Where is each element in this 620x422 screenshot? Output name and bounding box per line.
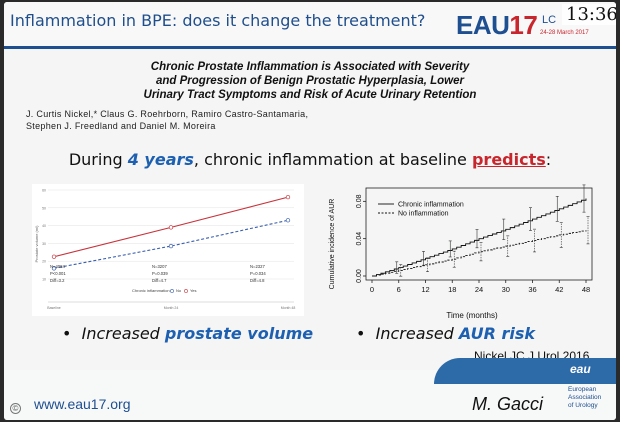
y-axis-label: Prostate volume (ml) xyxy=(34,225,39,263)
statement-prefix: During xyxy=(68,150,128,169)
data-point xyxy=(168,225,174,230)
bullet-highlight: prostate volume xyxy=(164,324,314,343)
series-line-chronic xyxy=(372,198,587,277)
logo-year: 17 xyxy=(509,10,538,40)
y-tick-label: 50 xyxy=(42,206,46,210)
x-tick-label: 0 xyxy=(370,285,374,294)
y-tick-label: 20 xyxy=(42,260,46,264)
assoc-line: of Urology xyxy=(568,402,598,409)
legend: Chronic inflammation No inflammation xyxy=(378,202,464,218)
stat-annotation: N=3207 xyxy=(152,264,167,269)
y-tick-label: 0.08 xyxy=(356,194,363,208)
legend-chronic: Chronic inflammation xyxy=(398,202,464,209)
eau-association-name: European Association of Urology xyxy=(568,386,601,410)
eau-footer-band xyxy=(434,358,616,384)
x-tick-label: Month 48 xyxy=(281,306,296,310)
y-tick-label: 40 xyxy=(42,224,46,228)
legend-marker-no xyxy=(170,289,174,293)
y-tick-label: 10 xyxy=(42,278,46,282)
bullet-aur-risk: • Increased AUR risk xyxy=(356,324,536,343)
authors-line: Stephen J. Freedland and Daniel M. Morei… xyxy=(26,121,216,131)
x-tick-label: 30 xyxy=(502,285,510,294)
x-tick-label: 6 xyxy=(397,285,401,294)
eau17-logo: EAU17 xyxy=(456,10,538,41)
legend-no: No xyxy=(176,288,182,293)
slide: Inflammation in BPE: does it change the … xyxy=(4,2,616,420)
aur-incidence-chart: Cumulative incidence of AUR Time (months… xyxy=(329,184,593,320)
stat-annotation: Diff=3.2 xyxy=(50,278,65,283)
key-statement: During 4 years, chronic inflammation at … xyxy=(4,150,616,169)
paper-title-line: Chronic Prostate Inflammation is Associa… xyxy=(150,61,470,73)
copyright-icon: © xyxy=(10,403,21,414)
statement-verb: predicts xyxy=(471,150,546,169)
chart-background xyxy=(32,184,304,316)
data-point xyxy=(51,266,57,271)
slide-header: Inflammation in BPE: does it change the … xyxy=(4,2,616,46)
x-tick-label: 24 xyxy=(475,285,483,294)
header-rule xyxy=(4,46,616,49)
y-tick-label: 30 xyxy=(42,242,46,246)
stat-annotation: P=0.039 xyxy=(152,271,168,276)
statement-years: 4 years xyxy=(127,150,194,169)
assoc-line: European xyxy=(568,386,597,393)
slide-title: Inflammation in BPE: does it change the … xyxy=(10,11,426,30)
data-point xyxy=(51,254,57,259)
y-tick-label: 0.00 xyxy=(356,269,363,283)
legend: Chronic inflammation No Yes xyxy=(132,288,197,293)
bullet-prostate-volume: • Increased prostate volume xyxy=(62,324,314,343)
authors-line: J. Curtis Nickel,* Claus G. Roehrborn, R… xyxy=(26,109,309,119)
prostate-volume-chart: Prostate volume (ml) 60 50 40 30 20 10 N=4084… xyxy=(32,184,304,316)
y-tick-label: 60 xyxy=(42,189,46,193)
logo-sub: LC xyxy=(542,14,557,26)
x-tick-label: 42 xyxy=(555,285,563,294)
stat-annotation: P=0.034 xyxy=(250,271,266,276)
paper-authors: J. Curtis Nickel,* Claus G. Roehrborn, R… xyxy=(26,108,600,132)
statement-suffix: : xyxy=(545,150,552,169)
legend-yes: Yes xyxy=(190,288,197,293)
footer-url[interactable]: www.eau17.org xyxy=(34,396,131,412)
x-axis-label: Time (months) xyxy=(446,311,498,320)
eau-mark: eau xyxy=(570,362,591,376)
logo-text: EAU xyxy=(456,10,510,40)
x-tick-label: 48 xyxy=(582,285,590,294)
data-point xyxy=(285,194,291,200)
bullet-prefix: Increased xyxy=(375,324,459,343)
x-tick-label: Baseline xyxy=(47,306,60,310)
legend-no: No inflammation xyxy=(398,211,449,218)
statement-middle: , chronic inflammation at baseline xyxy=(193,150,472,169)
stat-annotation: Diff=4.8 xyxy=(250,278,265,283)
assoc-line: Association xyxy=(568,394,602,401)
paper-title-line: Urinary Tract Symptoms and Risk of Acute… xyxy=(143,89,477,101)
stat-annotation: Diff=4.7 xyxy=(152,278,167,283)
bullet-prefix: Increased xyxy=(81,324,165,343)
series-line-no-inflammation xyxy=(372,230,587,277)
data-point xyxy=(285,218,291,223)
x-tick-label: 12 xyxy=(421,285,429,294)
speaker-name: M. Gacci xyxy=(472,394,544,414)
y-axis-label: Cumulative incidence of AUR xyxy=(329,199,336,290)
x-tick-label: Month 24 xyxy=(164,306,179,310)
legend-marker-yes xyxy=(184,289,188,293)
stat-annotation: N=4084 xyxy=(50,264,65,269)
clock-overlay: 13:36 xyxy=(562,4,616,25)
bullet-highlight: AUR risk xyxy=(458,324,536,343)
paper-reference: Chronic Prostate Inflammation is Associa… xyxy=(20,60,600,132)
data-point xyxy=(168,243,174,249)
y-tick-label: 0.04 xyxy=(356,232,363,246)
legend-title: Chronic inflammation xyxy=(132,288,170,293)
paper-title-line: and Progression of Benign Prostatic Hype… xyxy=(155,75,464,87)
x-tick-label: 18 xyxy=(448,285,456,294)
stat-annotation: P<0.001 xyxy=(50,271,66,276)
x-tick-label: 36 xyxy=(528,285,536,294)
stat-annotation: N=2327 xyxy=(250,264,265,269)
logo-dates: 24-28 March 2017 xyxy=(540,30,589,36)
